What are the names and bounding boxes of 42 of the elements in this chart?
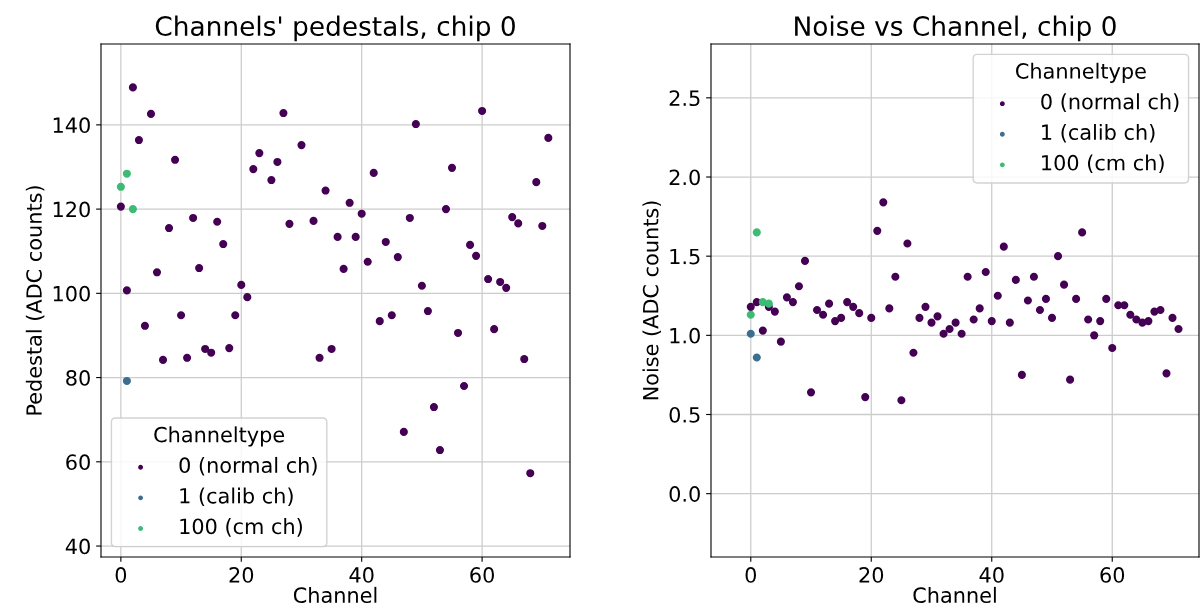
y-tick-label: 100: [53, 285, 90, 302]
point: [122, 376, 131, 385]
y-tick-label: 120: [53, 201, 90, 218]
y-tick-label: 80: [66, 370, 90, 386]
y-axis-title: Noise (ADC counts): [642, 201, 662, 400]
x-axis-title: Channel: [293, 586, 377, 604]
point: [752, 353, 761, 362]
legend-label: 1 (calib ch): [180, 487, 293, 507]
x-tick-label: 60: [1100, 567, 1125, 583]
legend-label: 0 (normal ch): [179, 456, 317, 476]
y-tick-label: 60: [66, 454, 90, 471]
y-tick-label: 40: [65, 538, 90, 555]
legend-label: 0 (normal ch): [1041, 93, 1179, 112]
x-tick-label: 0: [745, 567, 757, 583]
y-tick-label: 0.0: [669, 486, 700, 502]
x-tick-label: 60: [470, 567, 494, 583]
x-tick-label: 20: [229, 567, 254, 583]
y-tick-label: 1.5: [670, 248, 700, 265]
x-axis-title: Channel: [913, 586, 996, 604]
y-tick-label: 140: [53, 117, 90, 134]
legend-title: Channeltype: [1016, 62, 1146, 83]
x-tick-label: 0: [115, 567, 127, 583]
legend-label: 100 (cm ch): [180, 518, 302, 537]
y-tick-label: 2.5: [669, 90, 700, 107]
point: [746, 310, 755, 319]
x-tick-label: 40: [349, 567, 374, 583]
x-tick-label: 20: [859, 567, 884, 583]
point: [752, 228, 761, 237]
legend-label: 100 (cm ch): [1042, 154, 1164, 174]
legend-title: Channeltype: [154, 426, 285, 447]
point: [746, 329, 755, 338]
y-axis-title: Pedestal (ADC counts): [25, 186, 45, 415]
y-tick-label: 2.0: [669, 169, 700, 186]
y-tick-label: 1.0: [670, 327, 700, 344]
y-tick-label: 0.5: [669, 406, 700, 423]
x-tick-label: 40: [979, 567, 1004, 583]
point: [128, 205, 137, 214]
legend-label: 1 (calib ch): [1042, 123, 1155, 143]
point: [122, 169, 131, 178]
chart-title: Channels' pedestals, chip 0: [155, 15, 515, 42]
point: [116, 182, 125, 191]
chart-title: Noise vs Channel, chip 0: [795, 15, 1116, 42]
